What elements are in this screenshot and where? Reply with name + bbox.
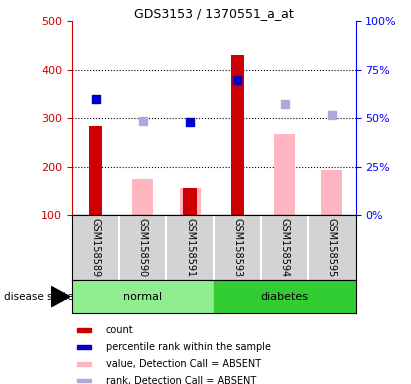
Text: GSM158591: GSM158591 <box>185 218 195 277</box>
Point <box>281 101 288 107</box>
Text: value, Detection Call = ABSENT: value, Detection Call = ABSENT <box>106 359 261 369</box>
Text: percentile rank within the sample: percentile rank within the sample <box>106 342 271 352</box>
Text: GSM158590: GSM158590 <box>138 218 148 277</box>
Bar <box>231 55 244 215</box>
Text: GSM158593: GSM158593 <box>232 218 242 277</box>
Text: count: count <box>106 325 134 335</box>
Bar <box>89 126 102 215</box>
Text: GSM158594: GSM158594 <box>279 218 290 277</box>
Bar <box>72 280 214 313</box>
Bar <box>183 189 197 215</box>
Point <box>139 118 146 124</box>
Bar <box>180 189 201 215</box>
Text: rank, Detection Call = ABSENT: rank, Detection Call = ABSENT <box>106 376 256 384</box>
Bar <box>132 179 153 215</box>
Bar <box>321 170 342 215</box>
Text: normal: normal <box>123 291 162 302</box>
Bar <box>77 379 91 382</box>
Bar <box>77 328 91 332</box>
Bar <box>274 134 295 215</box>
Bar <box>77 345 91 349</box>
Point <box>234 77 241 83</box>
Point <box>92 96 99 102</box>
Point <box>187 119 193 125</box>
Text: GSM158589: GSM158589 <box>90 218 101 277</box>
Text: GSM158595: GSM158595 <box>327 218 337 278</box>
Text: disease state: disease state <box>4 291 74 302</box>
Bar <box>77 362 91 366</box>
Point <box>328 112 335 118</box>
Text: diabetes: diabetes <box>261 291 309 302</box>
Polygon shape <box>51 286 70 307</box>
Title: GDS3153 / 1370551_a_at: GDS3153 / 1370551_a_at <box>134 7 293 20</box>
Bar <box>214 280 356 313</box>
